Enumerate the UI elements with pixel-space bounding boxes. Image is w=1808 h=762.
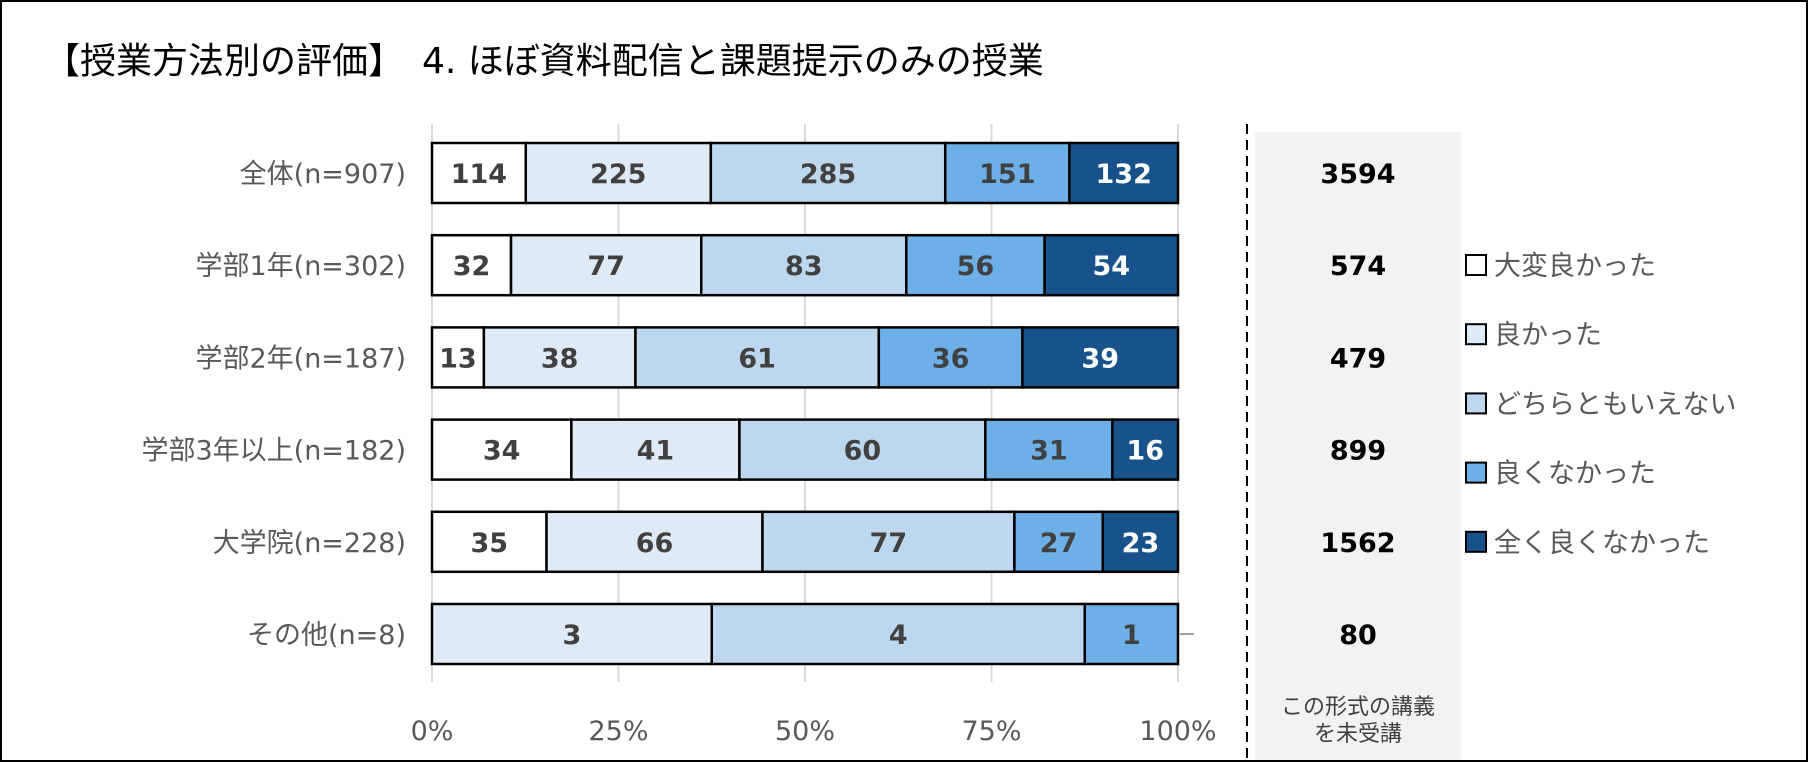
data-label: 151 — [979, 159, 1035, 190]
bar-segment — [1021, 326, 1180, 389]
data-label: 77 — [870, 528, 908, 559]
bar-segment — [1111, 418, 1180, 481]
x-tick-label: 25% — [588, 716, 648, 747]
legend-label: どちらともいえない — [1494, 389, 1736, 420]
category-label: 学部1年(n=302) — [195, 251, 406, 282]
bar-segment — [545, 510, 764, 574]
side-column-value: 1562 — [1320, 528, 1395, 559]
legend-swatch — [1465, 461, 1487, 484]
data-label: 4 — [889, 620, 908, 651]
bar-segment — [509, 233, 703, 297]
legend-label: 良くなかった — [1494, 459, 1656, 490]
bar-segment — [905, 233, 1046, 297]
bar-segment — [877, 326, 1024, 389]
data-label: 23 — [1122, 528, 1160, 559]
x-tick-label: 100% — [1139, 716, 1216, 747]
bar-segment — [430, 141, 528, 205]
x-tick-label: 0% — [411, 716, 454, 747]
legend-swatch — [1465, 392, 1487, 415]
data-label: 13 — [439, 343, 477, 374]
legend-label: 良かった — [1494, 320, 1602, 351]
data-label: 34 — [483, 436, 521, 467]
bar-segment — [1013, 510, 1104, 574]
bar-segment — [1101, 510, 1180, 574]
side-column-value: 479 — [1330, 343, 1386, 374]
bar-segment — [1083, 602, 1180, 666]
bar-segment — [943, 141, 1071, 205]
data-label: 3 — [562, 620, 581, 651]
data-label: 83 — [785, 251, 823, 282]
bar-segment — [709, 141, 947, 205]
side-column-header: この形式の講義 — [1281, 695, 1435, 720]
legend-swatch — [1465, 323, 1487, 346]
data-label: 31 — [1030, 436, 1068, 467]
bar-segment — [524, 141, 713, 205]
category-label: その他(n=8) — [247, 620, 406, 651]
legend-swatch — [1465, 530, 1487, 553]
side-column-value: 80 — [1339, 620, 1377, 651]
bar-segment — [761, 510, 1016, 574]
data-label: 36 — [932, 343, 970, 374]
category-label: 学部2年(n=187) — [195, 343, 406, 374]
data-label: 132 — [1096, 159, 1152, 190]
data-label: 285 — [800, 159, 856, 190]
data-label: 32 — [453, 251, 491, 282]
data-label: 56 — [957, 251, 995, 282]
data-label: 0 — [1198, 620, 1217, 651]
data-label: 114 — [451, 159, 507, 190]
side-column-background — [1255, 132, 1461, 760]
bar-segment — [430, 602, 713, 666]
legend-label: 全く良くなかった — [1494, 528, 1710, 559]
side-column-header: を未受講 — [1314, 722, 1402, 747]
category-label: 全体(n=907) — [240, 159, 406, 190]
data-label: 39 — [1081, 343, 1119, 374]
category-label: 大学院(n=228) — [213, 528, 406, 559]
data-label: 1 — [1122, 620, 1141, 651]
side-column-value: 3594 — [1320, 159, 1395, 190]
chart-title: 【授業方法別の評価】 4. ほぼ資料配信と課題提示のみの授業 — [44, 41, 1044, 82]
side-column-value: 899 — [1330, 436, 1386, 467]
category-label: 学部3年以上(n=182) — [141, 436, 406, 467]
bar-segment — [984, 418, 1114, 481]
data-label: 38 — [541, 343, 579, 374]
data-label: 41 — [637, 436, 675, 467]
data-label: 16 — [1126, 436, 1164, 467]
bar-segment — [430, 510, 548, 574]
bar-segment — [700, 233, 908, 297]
data-label: 60 — [844, 436, 882, 467]
legend-swatch — [1465, 254, 1487, 276]
legend-label: 大変良かった — [1494, 251, 1656, 282]
bar-segment — [430, 418, 573, 481]
bar-segment — [710, 602, 1086, 666]
data-label: 225 — [590, 159, 646, 190]
side-column-value: 574 — [1330, 251, 1386, 282]
data-label: 35 — [470, 528, 508, 559]
x-tick-label: 75% — [961, 716, 1021, 747]
data-label: 54 — [1093, 251, 1131, 282]
x-tick-label: 50% — [775, 716, 835, 747]
data-label: 77 — [587, 251, 625, 282]
data-label: 27 — [1040, 528, 1078, 559]
bar-segment — [1043, 233, 1180, 297]
bar-segment — [430, 326, 486, 389]
data-label: 61 — [738, 343, 776, 374]
bar-segment — [1068, 141, 1180, 205]
bar-segment — [634, 326, 881, 389]
data-label: 66 — [636, 528, 674, 559]
